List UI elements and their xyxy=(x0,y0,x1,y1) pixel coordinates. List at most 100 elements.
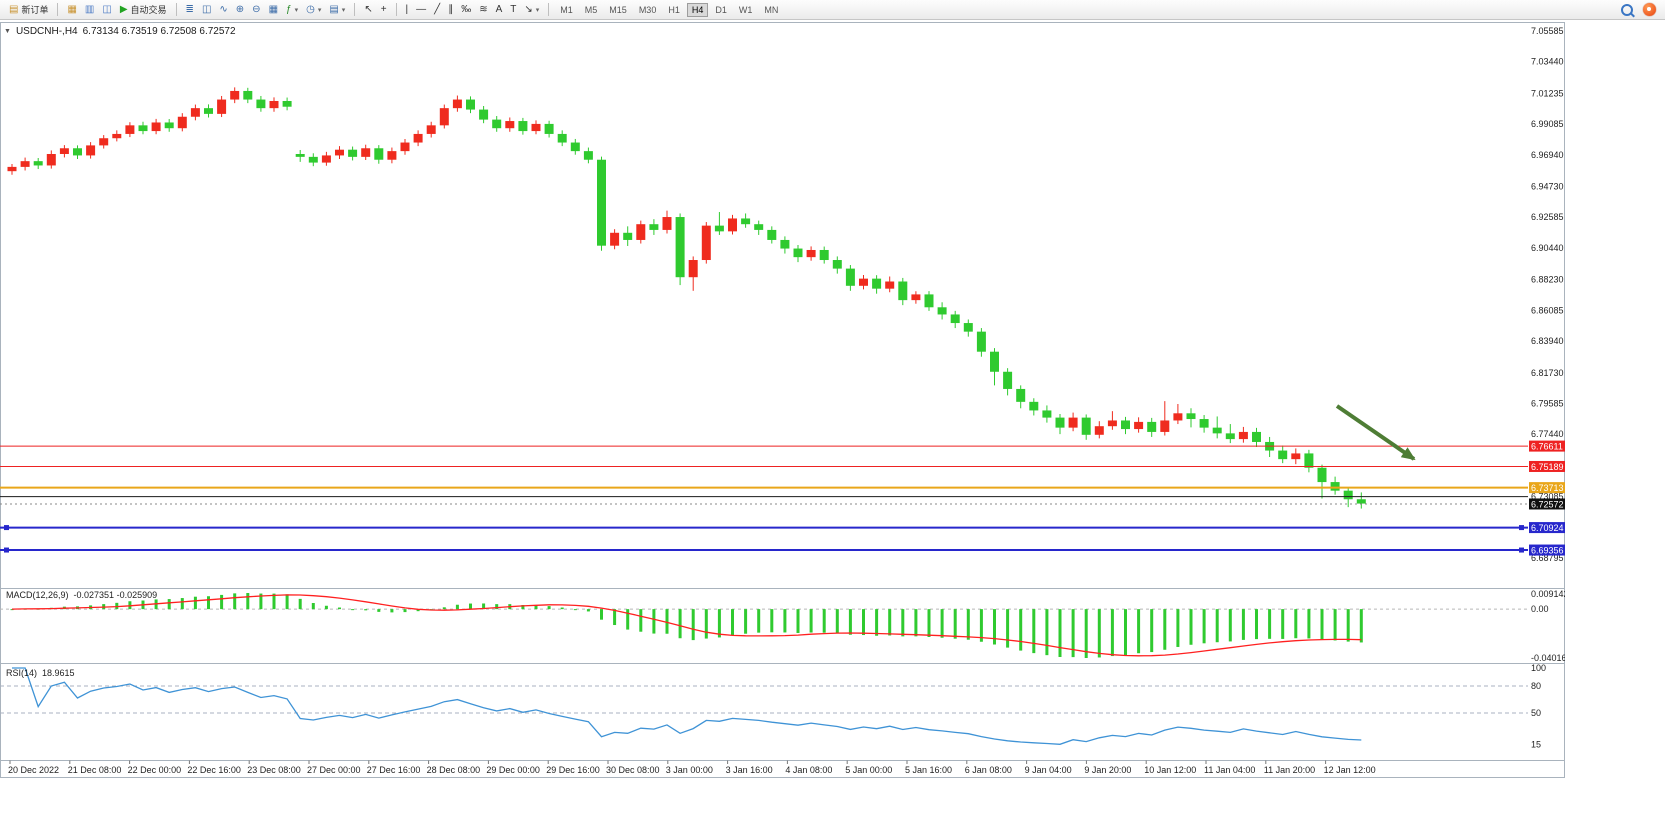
candle-body xyxy=(1356,499,1366,504)
annotation-arrow[interactable] xyxy=(1335,404,1416,461)
indicators-icon: ƒ xyxy=(286,3,292,15)
macd-bar xyxy=(1124,609,1127,656)
macd-bar xyxy=(848,609,852,635)
indicators-button[interactable]: ƒ ▾ xyxy=(282,0,302,19)
arrows-button[interactable]: ↘ ▾ xyxy=(520,0,543,19)
timeframe-m1-button[interactable]: M1 xyxy=(560,4,573,15)
candle-body xyxy=(348,149,358,157)
candle-body xyxy=(321,155,331,163)
macd-bar xyxy=(495,604,499,610)
market-watch-button[interactable]: ▦ xyxy=(63,0,80,19)
candle-body xyxy=(1199,419,1209,428)
time-axis-label: 6 Jan 08:00 xyxy=(965,765,1012,775)
fibonacci-button[interactable]: ‰ xyxy=(457,0,475,19)
rsi-axis-label: 50 xyxy=(1531,708,1541,718)
crosshair-button[interactable]: + xyxy=(377,0,391,19)
macd-bar xyxy=(757,609,761,633)
macd-bar xyxy=(298,598,302,610)
line-handle[interactable] xyxy=(1519,547,1524,553)
price-chart[interactable]: 7.05585 7.03440 7.01235 6.99085 6.96940 6.947… xyxy=(0,22,1565,778)
tile-windows-button[interactable]: ▦ xyxy=(265,0,282,19)
time-axis-label: 22 Dec 16:00 xyxy=(187,765,241,775)
candle-body xyxy=(1343,490,1353,500)
chart-window[interactable]: 7.05585 7.03440 7.01235 6.99085 6.96940 6.947… xyxy=(0,22,1565,778)
candle-body xyxy=(282,100,292,107)
bar-chart-button[interactable]: ≣ xyxy=(182,0,198,19)
timeframe-m30-button[interactable]: M30 xyxy=(638,4,657,15)
navigator-button[interactable]: ◫ xyxy=(98,0,115,19)
cycles-button[interactable]: ≋ xyxy=(475,0,491,19)
candle-body xyxy=(728,218,737,232)
time-axis-label: 28 Dec 08:00 xyxy=(427,765,481,775)
candle-body xyxy=(479,109,489,120)
periods-button[interactable]: ◷ ▾ xyxy=(302,0,325,19)
candle-body xyxy=(806,249,816,258)
zoom-in-button[interactable]: ⊕ xyxy=(232,0,248,19)
data-window-button[interactable]: ▥ xyxy=(81,0,98,19)
timeframe-d1-button[interactable]: D1 xyxy=(715,4,727,15)
candle-body xyxy=(1238,431,1248,440)
trendline-button[interactable]: ╱ xyxy=(430,0,444,19)
price-axis-label: 6.73085 xyxy=(1531,492,1564,502)
candle-body xyxy=(308,156,318,163)
price-tag xyxy=(1529,498,1565,510)
macd-bar xyxy=(377,609,381,612)
candle-body xyxy=(885,281,895,289)
candle-body xyxy=(531,123,541,132)
symbol-timeframe-label: USDCNH-,H4 xyxy=(15,26,78,37)
vertical-line-icon: | xyxy=(405,3,409,15)
candle-body xyxy=(950,314,960,324)
search-icon[interactable] xyxy=(1621,3,1633,16)
autotrading-button[interactable]: ▶ 自动交易 xyxy=(116,0,171,19)
price-axis-label: 6.92585 xyxy=(1531,212,1564,222)
timeframe-m5-button[interactable]: M5 xyxy=(584,4,598,15)
price-axis-label: 7.03440 xyxy=(1531,57,1564,67)
candle-body xyxy=(754,224,764,230)
macd-bar xyxy=(220,594,224,610)
candle-body xyxy=(1016,388,1026,402)
timeframe-h1-button[interactable]: H1 xyxy=(668,4,680,15)
price-tag xyxy=(1529,460,1565,472)
notification-badge[interactable] xyxy=(1643,3,1656,16)
macd-bar xyxy=(652,609,656,634)
text-button[interactable]: A xyxy=(492,0,507,19)
line-chart-button[interactable]: ∿ xyxy=(215,0,231,19)
candle-body xyxy=(439,108,449,126)
timeframe-mn-button[interactable]: MN xyxy=(764,4,779,15)
rsi-name: RSI(14) xyxy=(6,668,38,678)
macd-bar xyxy=(626,609,630,630)
time-axis-label: 12 Jan 12:00 xyxy=(1324,765,1376,775)
zoom-out-button[interactable]: ⊖ xyxy=(248,0,264,19)
macd-bar xyxy=(311,603,315,610)
macd-bar xyxy=(809,609,813,633)
line-handle[interactable] xyxy=(1519,525,1524,531)
horizontal-line-button[interactable]: — xyxy=(412,0,430,19)
timeframe-h4-button[interactable]: H4 xyxy=(686,2,709,17)
macd-bar xyxy=(665,609,669,634)
templates-button[interactable]: ▤ ▾ xyxy=(325,0,349,19)
macd-bar xyxy=(193,596,197,610)
time-axis-label: 5 Jan 00:00 xyxy=(845,765,892,775)
candle-body xyxy=(518,121,528,132)
price-tag xyxy=(1529,440,1565,452)
candle-body xyxy=(177,116,187,129)
macd-bar xyxy=(888,609,892,636)
candle-body xyxy=(1147,421,1157,432)
time-axis-label: 22 Dec 00:00 xyxy=(128,765,182,775)
candle-body xyxy=(1225,433,1235,440)
timeframe-m15-button[interactable]: M15 xyxy=(609,4,627,15)
macd-bar xyxy=(678,609,682,639)
line-handle[interactable] xyxy=(4,525,9,531)
vertical-line-button[interactable]: | xyxy=(402,0,413,19)
new-order-button[interactable]: ▤ 新订单 xyxy=(5,0,52,19)
candle-body xyxy=(217,99,227,114)
channel-button[interactable]: ∥ xyxy=(444,0,457,19)
candle-body xyxy=(125,125,135,134)
label-button[interactable]: T xyxy=(506,0,520,19)
timeframe-w1-button[interactable]: W1 xyxy=(738,4,753,15)
line-handle[interactable] xyxy=(4,547,9,553)
cursor-button[interactable]: ↖ xyxy=(360,0,376,19)
chart-expand-triangle-icon[interactable]: ▼ xyxy=(4,28,11,35)
candlestick-button[interactable]: ◫ xyxy=(198,0,215,19)
price-axis-label: 6.83940 xyxy=(1531,336,1564,346)
